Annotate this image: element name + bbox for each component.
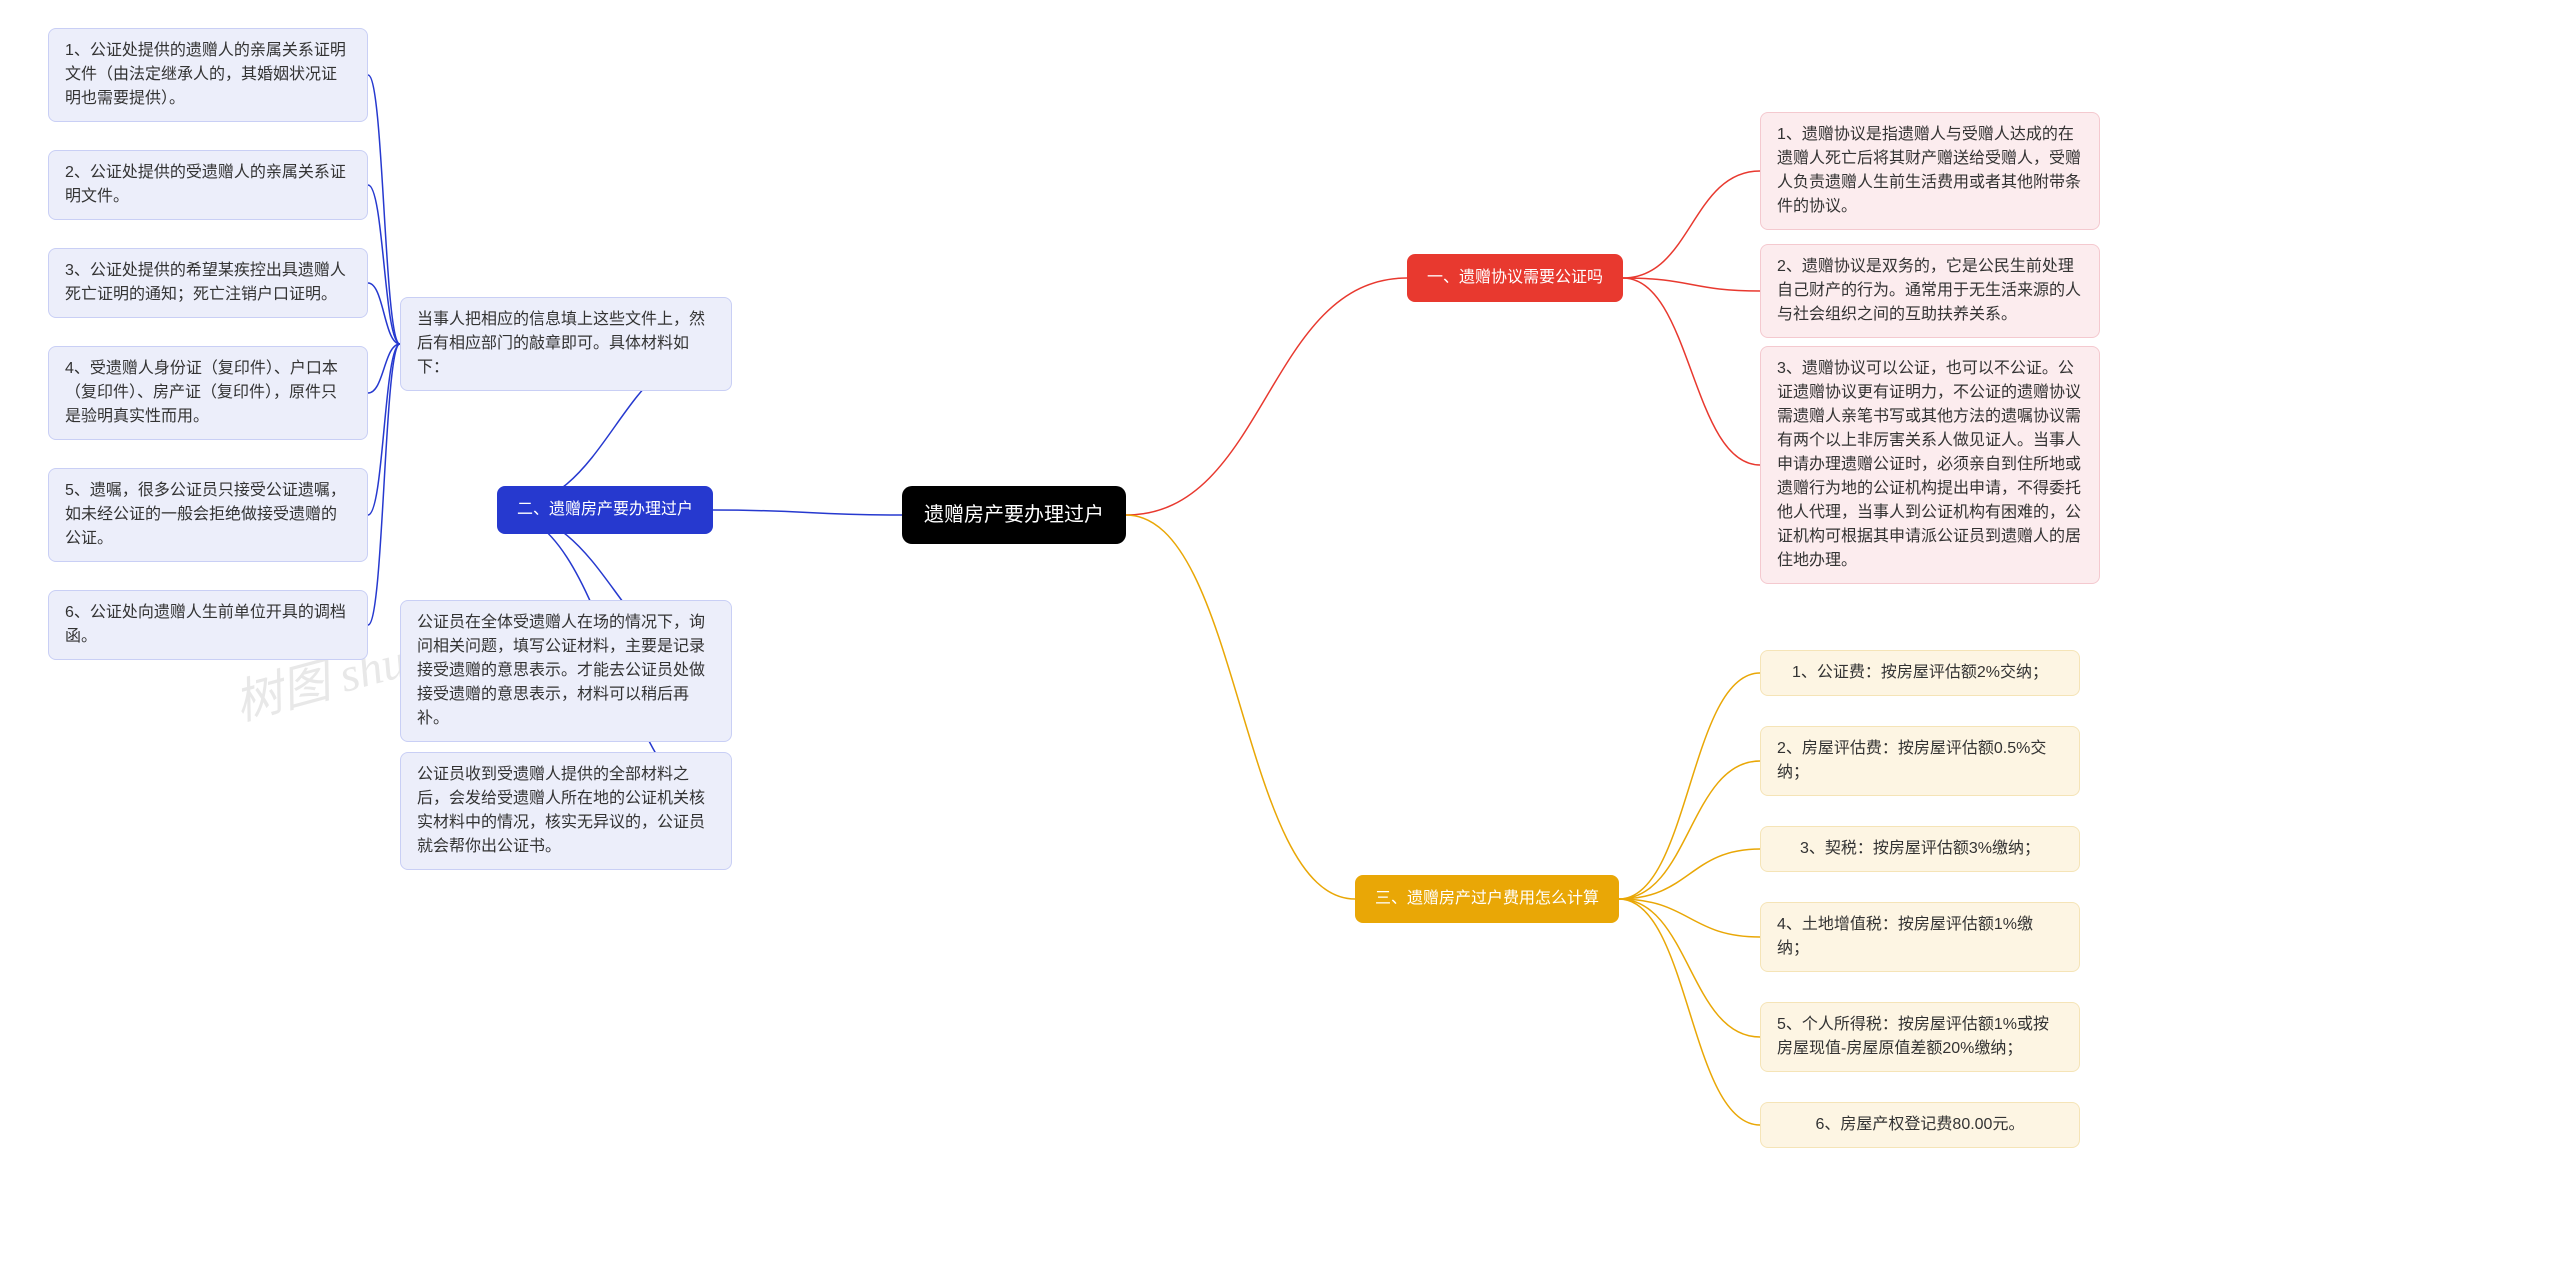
leaf-3-4: 4、土地增值税：按房屋评估额1%缴纳；	[1760, 902, 2080, 972]
branch-1: 一、遗赠协议需要公证吗	[1407, 254, 1623, 302]
leaf-3-2: 2、房屋评估费：按房屋评估额0.5%交纳；	[1760, 726, 2080, 796]
branch-2-sub2: 公证员在全体受遗赠人在场的情况下，询问相关问题，填写公证材料，主要是记录接受遗赠…	[400, 600, 732, 742]
leaf-1-2: 2、遗赠协议是双务的，它是公民生前处理自己财产的行为。通常用于无生活来源的人与社…	[1760, 244, 2100, 338]
leaf-3-3: 3、契税：按房屋评估额3%缴纳；	[1760, 826, 2080, 872]
edge-layer	[0, 0, 2560, 1264]
leaf-3-6: 6、房屋产权登记费80.00元。	[1760, 1102, 2080, 1148]
leaf-2-1-4: 4、受遗赠人身份证（复印件）、户口本（复印件）、房产证（复印件），原件只是验明真…	[48, 346, 368, 440]
leaf-2-1-1: 1、公证处提供的遗赠人的亲属关系证明文件（由法定继承人的，其婚姻状况证明也需要提…	[48, 28, 368, 122]
leaf-2-1-3: 3、公证处提供的希望某疾控出具遗赠人死亡证明的通知；死亡注销户口证明。	[48, 248, 368, 318]
leaf-3-1: 1、公证费：按房屋评估额2%交纳；	[1760, 650, 2080, 696]
branch-2-sub1: 当事人把相应的信息填上这些文件上，然后有相应部门的敲章即可。具体材料如下：	[400, 297, 732, 391]
leaf-3-5: 5、个人所得税：按房屋评估额1%或按房屋现值-房屋原值差额20%缴纳；	[1760, 1002, 2080, 1072]
branch-2-sub3: 公证员收到受遗赠人提供的全部材料之后，会发给受遗赠人所在地的公证机关核实材料中的…	[400, 752, 732, 870]
branch-3: 三、遗赠房产过户费用怎么计算	[1355, 875, 1619, 923]
leaf-2-1-2: 2、公证处提供的受遗赠人的亲属关系证明文件。	[48, 150, 368, 220]
leaf-1-3: 3、遗赠协议可以公证，也可以不公证。公证遗赠协议更有证明力，不公证的遗赠协议需遗…	[1760, 346, 2100, 584]
leaf-2-1-6: 6、公证处向遗赠人生前单位开具的调档函。	[48, 590, 368, 660]
leaf-2-1-5: 5、遗嘱，很多公证员只接受公证遗嘱，如未经公证的一般会拒绝做接受遗赠的公证。	[48, 468, 368, 562]
branch-2: 二、遗赠房产要办理过户	[497, 486, 713, 534]
leaf-1-1: 1、遗赠协议是指遗赠人与受赠人达成的在遗赠人死亡后将其财产赠送给受赠人，受赠人负…	[1760, 112, 2100, 230]
root-node: 遗赠房产要办理过户	[902, 486, 1126, 544]
